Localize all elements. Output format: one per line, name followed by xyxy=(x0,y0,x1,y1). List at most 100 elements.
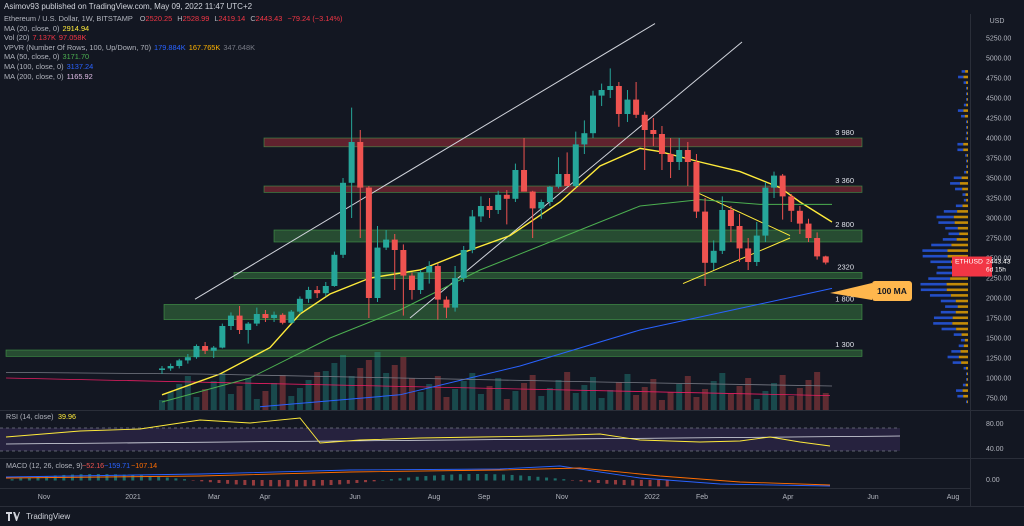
vpvr-bar-up xyxy=(933,316,953,320)
volume-bar xyxy=(262,391,269,410)
macd-value-1: −52.16 xyxy=(82,461,104,470)
vpvr-bar-down xyxy=(959,182,968,185)
volume-bar xyxy=(788,396,795,410)
candle-body xyxy=(598,90,605,96)
macd-histogram-bar xyxy=(614,480,618,485)
macd-histogram-bar xyxy=(588,480,592,483)
candle-body xyxy=(288,311,295,323)
candle-body xyxy=(253,314,260,324)
macd-value-3: −107.14 xyxy=(131,461,157,470)
vpvr-bar-up xyxy=(952,361,962,364)
vpvr-bar-up xyxy=(942,238,957,241)
candle-body xyxy=(779,175,786,197)
volume-bar xyxy=(710,381,717,410)
vpvr-bar-down xyxy=(946,282,968,286)
ma200-label: MA (200, close, 0) xyxy=(4,71,64,81)
candle-body xyxy=(348,142,355,183)
macd-histogram-bar xyxy=(312,480,316,486)
vpvr-bar-up xyxy=(966,378,968,381)
symbol-line[interactable]: Ethereum / U.S. Dollar, 1W, BITSTAMP O25… xyxy=(4,14,343,24)
vpvr-bar-up xyxy=(931,243,952,247)
time-tick-6: Sep xyxy=(478,494,491,501)
price-tick-15: 4500.00 xyxy=(986,96,1011,103)
candle-body xyxy=(477,206,484,217)
macd-histogram-bar xyxy=(596,480,600,484)
ohlc-change: −79.24 (−3.14%) xyxy=(287,14,343,23)
macd-histogram-bar xyxy=(441,474,445,481)
vpvr-bar-down xyxy=(947,254,968,258)
candle-body xyxy=(590,95,596,134)
time-tick-7: Nov xyxy=(556,494,569,501)
volume-bar xyxy=(796,388,803,410)
macd-histogram-bar xyxy=(174,478,178,481)
macd-histogram-bar xyxy=(27,477,31,481)
candle-body xyxy=(503,194,510,199)
macd-histogram-bar xyxy=(519,475,523,481)
legend-ma50[interactable]: MA (50, close, 0) 3171.70 xyxy=(4,52,343,62)
vol-label: Vol (20) xyxy=(4,33,30,43)
legend-ma20[interactable]: MA (20, close, 0) 2914.94 xyxy=(4,24,343,34)
time-tick-12: Aug xyxy=(947,494,960,501)
vpvr-bar-up xyxy=(929,294,951,297)
time-tick-2: Mar xyxy=(208,494,221,501)
price-tick-0: 750.00 xyxy=(986,396,1008,403)
vpvr-bar-up xyxy=(937,266,955,269)
macd-histogram-bar xyxy=(217,480,221,484)
candle-body xyxy=(641,114,648,130)
candle-body xyxy=(469,216,476,250)
vpvr-bar-up xyxy=(953,176,962,180)
time-tick-0: Nov xyxy=(38,494,51,501)
legend-ma100[interactable]: MA (100, close, 0) 3137.24 xyxy=(4,62,343,72)
candle-body xyxy=(658,134,665,154)
candle-body xyxy=(650,130,657,134)
volume-bar xyxy=(555,380,562,410)
vpvr-bar-down xyxy=(966,170,968,174)
vpvr-bar-down xyxy=(952,322,968,325)
vpvr-bar-down xyxy=(966,198,968,202)
macd-histogram-bar xyxy=(657,480,661,487)
volume-bar xyxy=(521,383,528,410)
volume-bar xyxy=(227,394,234,410)
vpvr-bar-down xyxy=(964,338,968,342)
volume-bar xyxy=(365,360,372,410)
candle-body xyxy=(633,99,640,115)
price-chart[interactable]: 3 980 3 360 2 800 2320 1 800 1 300 100 MA USD 75… xyxy=(0,0,1024,506)
legend-ma200[interactable]: MA (200, close, 0) 1165.92 xyxy=(4,72,343,82)
triangle-support-line xyxy=(682,237,791,285)
time-tick-9: Feb xyxy=(696,494,708,501)
price-tick-10: 3250.00 xyxy=(986,196,1011,203)
volume-bar xyxy=(624,374,631,410)
ma100-label: MA (100, close, 0) xyxy=(4,61,64,71)
vpvr-bar-up xyxy=(966,372,968,376)
macd-histogram-bar xyxy=(605,480,609,484)
candle-body xyxy=(340,182,347,255)
vpvr-bar-up xyxy=(948,232,960,236)
zone-label-0: 3 980 xyxy=(835,128,854,137)
candle-body xyxy=(400,250,407,276)
macd-signal-line xyxy=(5,467,831,486)
vpvr-bar-up xyxy=(940,299,956,303)
vpvr-bar-down xyxy=(951,243,968,247)
legend-vpvr[interactable]: VPVR (Number Of Rows, 100, Up/Down, 70) 1… xyxy=(4,43,343,53)
candle-body xyxy=(176,360,183,366)
zone-3 xyxy=(233,272,863,279)
vpvr-bar-up xyxy=(966,92,968,96)
candle-body xyxy=(693,162,700,212)
price-tick-3: 1500.00 xyxy=(986,336,1011,343)
candle-body xyxy=(486,206,493,210)
zone-0 xyxy=(263,137,863,148)
vpvr-bar-down xyxy=(955,310,968,314)
macd-histogram-bar xyxy=(450,474,454,481)
candle-body xyxy=(271,314,278,318)
legend-vol[interactable]: Vol (20) 7.137K 97.058K xyxy=(4,33,343,43)
volume-bar xyxy=(279,375,286,410)
tradingview-logo-icon xyxy=(6,512,20,522)
volume-bar xyxy=(253,399,260,410)
price-tick-11: 3500.00 xyxy=(986,176,1011,183)
candle-body xyxy=(546,186,553,202)
vpvr-bar-down xyxy=(967,131,968,135)
vpvr-bar-down xyxy=(965,383,968,387)
price-tick-14: 4250.00 xyxy=(986,116,1011,123)
candle-body xyxy=(184,357,191,361)
volume-bar xyxy=(417,392,424,410)
